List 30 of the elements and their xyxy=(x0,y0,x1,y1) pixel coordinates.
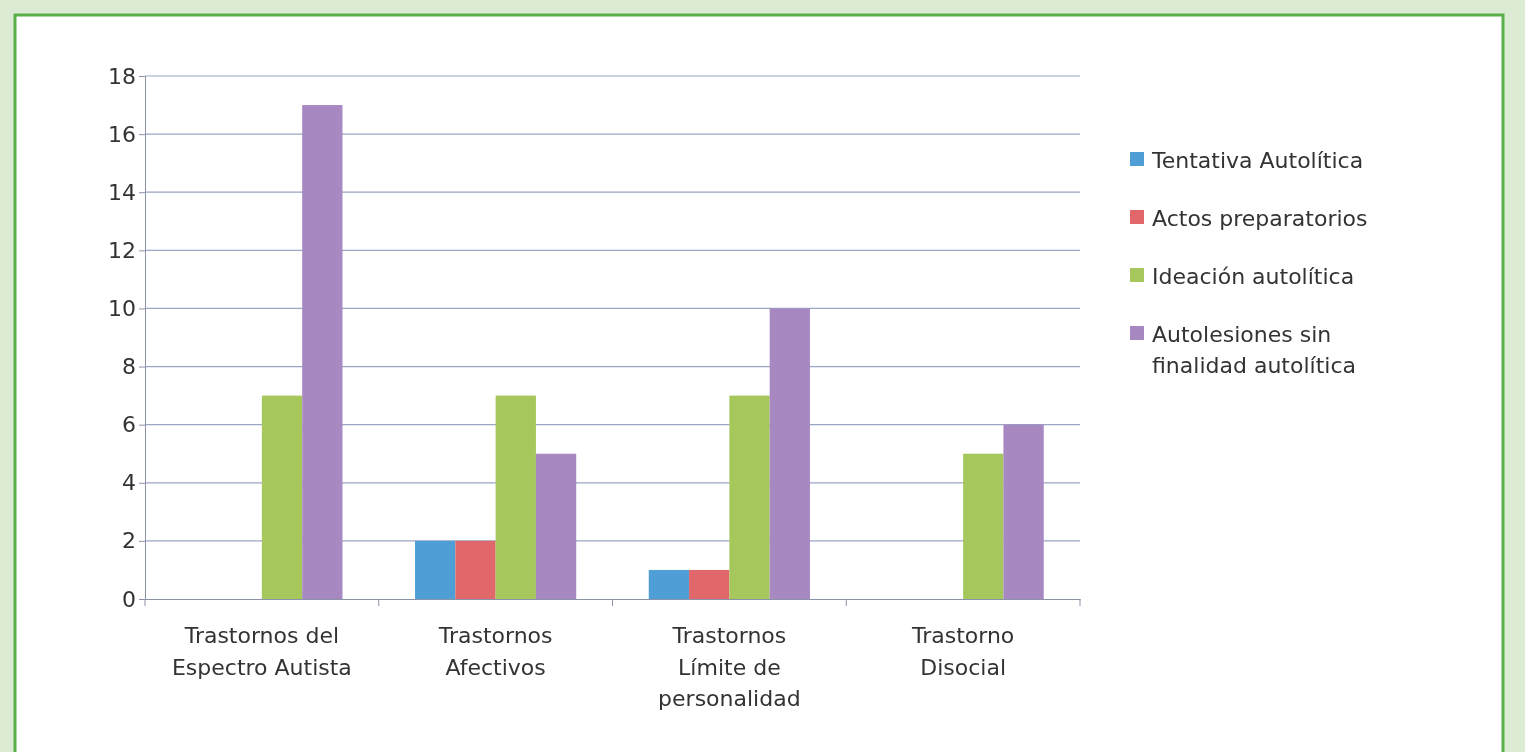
y-tick-label: 18 xyxy=(108,63,136,89)
x-tick-label: Trastorno Disocial xyxy=(910,622,1015,680)
legend-label: Actos preparatorios xyxy=(1152,205,1368,231)
legend-label: Ideación autolítica xyxy=(1152,263,1355,289)
bar xyxy=(1003,424,1044,599)
bar xyxy=(769,308,810,599)
x-tick-label: Trastornos Afectivos xyxy=(437,622,553,680)
bar xyxy=(302,105,343,599)
bar xyxy=(415,540,456,599)
y-tick-label: 2 xyxy=(122,528,136,554)
legend-label: Tentativa Autolítica xyxy=(1151,147,1364,173)
bar xyxy=(648,569,690,599)
y-tick-label: 16 xyxy=(108,121,136,147)
bar xyxy=(729,395,770,599)
bar xyxy=(963,453,1004,599)
y-tick-label: 8 xyxy=(122,354,136,380)
bar xyxy=(495,395,536,599)
bar xyxy=(455,540,496,599)
y-tick-label: 4 xyxy=(122,470,136,496)
legend-label: Autolesiones sin finalidad autolítica xyxy=(1152,321,1356,378)
x-tick-label: Trastornos del Espectro Autista xyxy=(171,622,352,680)
y-tick-label: 12 xyxy=(108,237,136,263)
y-tick-label: 0 xyxy=(122,586,136,612)
x-tick-label: Trastornos Límite de personalidad xyxy=(658,622,801,712)
bar xyxy=(261,395,303,599)
y-tick-label: 6 xyxy=(122,412,136,438)
bar xyxy=(535,453,577,599)
y-tick-label: 14 xyxy=(108,179,136,205)
bar xyxy=(689,569,730,599)
y-tick-label: 10 xyxy=(108,295,136,321)
